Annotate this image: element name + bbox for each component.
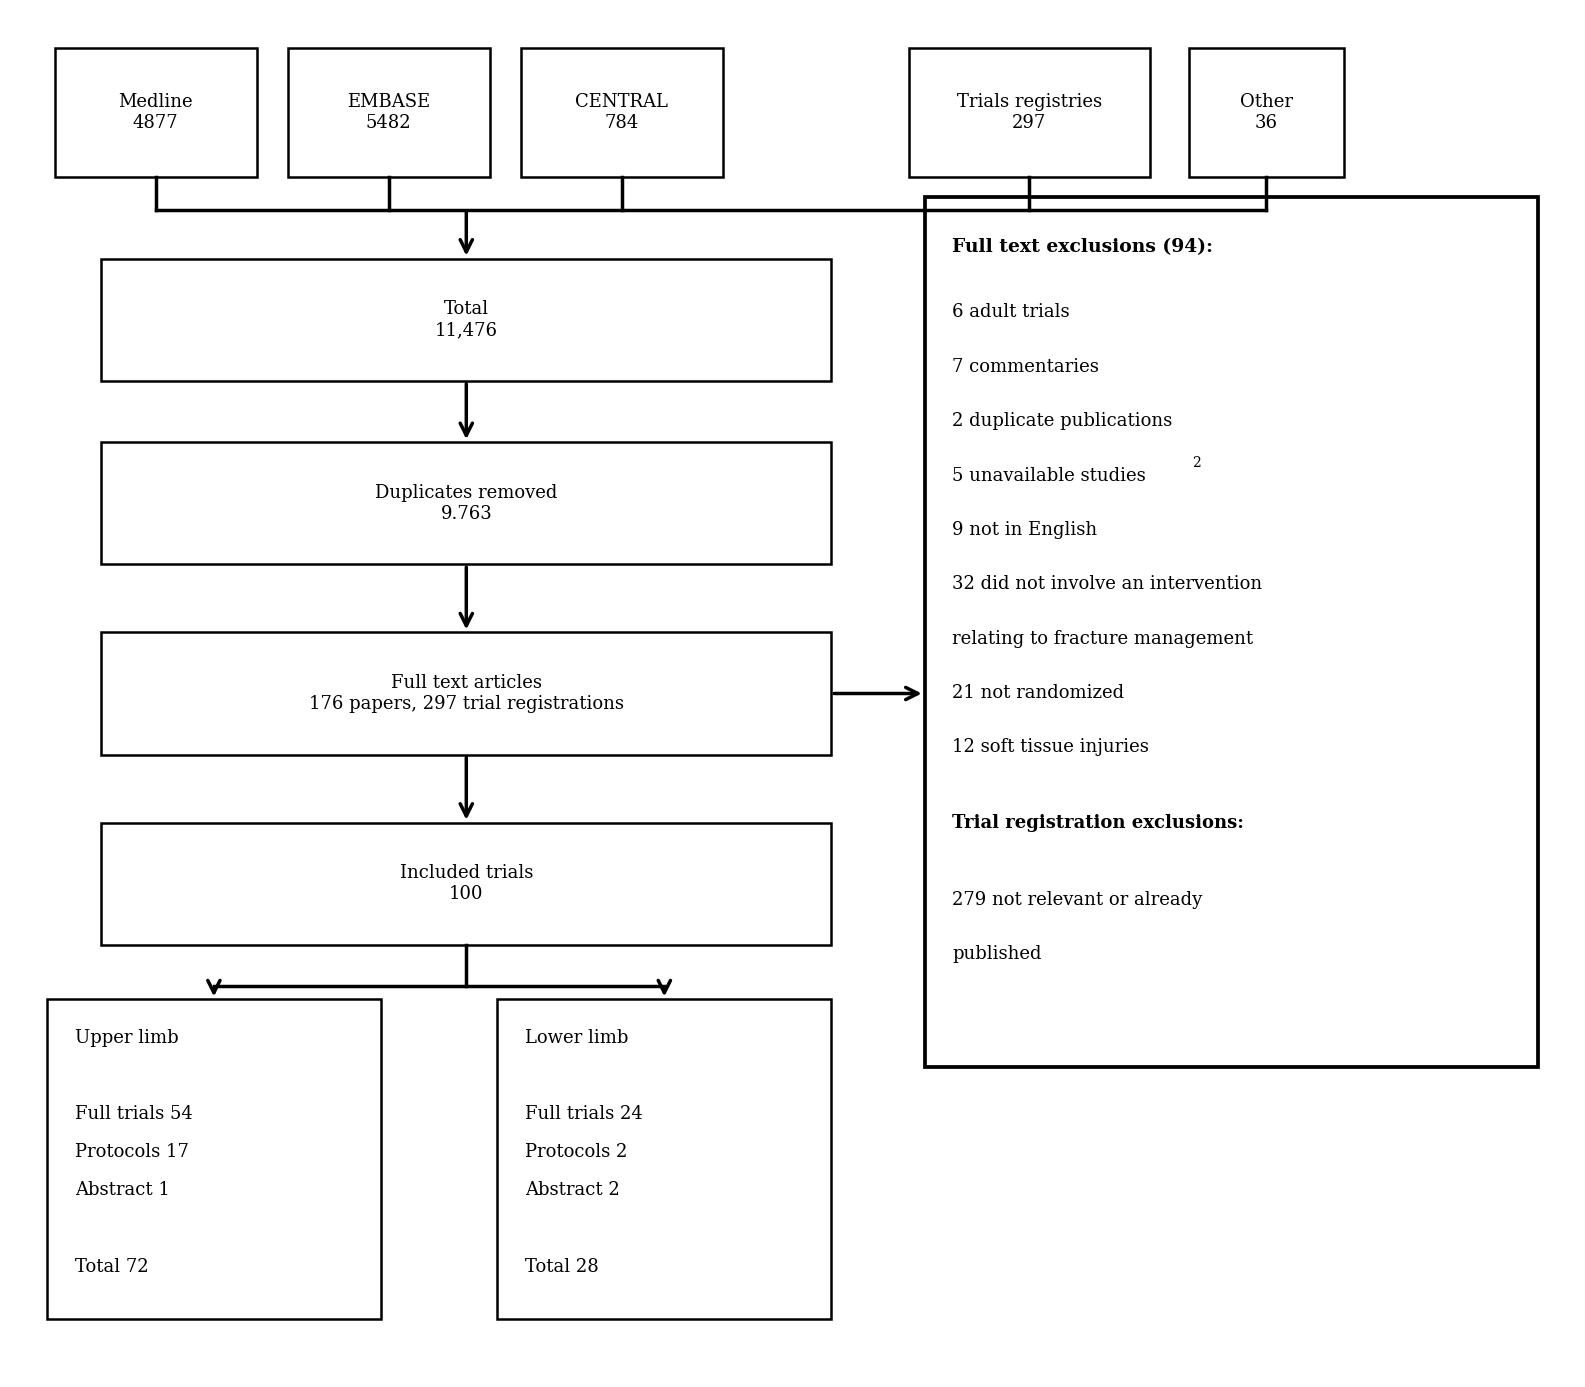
Bar [498, 1000, 832, 1319]
Text: CENTRAL
784: CENTRAL 784 [575, 93, 667, 132]
Bar [101, 258, 832, 381]
Text: 2 duplicate publications: 2 duplicate publications [953, 412, 1173, 430]
Text: 7 commentaries: 7 commentaries [953, 358, 1100, 376]
Text: 9 not in English: 9 not in English [953, 522, 1098, 540]
Bar [48, 1000, 380, 1319]
Bar [101, 632, 832, 755]
Text: Protocols 2: Protocols 2 [525, 1143, 628, 1161]
Text: Full trials 54: Full trials 54 [74, 1105, 193, 1123]
Text: Other
36: Other 36 [1239, 93, 1293, 132]
Bar [101, 822, 832, 945]
Text: relating to fracture management: relating to fracture management [953, 630, 1254, 648]
Text: Total 72: Total 72 [74, 1258, 149, 1276]
Text: Full text exclusions (94):: Full text exclusions (94): [953, 239, 1214, 257]
Text: Duplicates removed
9.763: Duplicates removed 9.763 [376, 484, 558, 523]
Text: Lower limb: Lower limb [525, 1029, 629, 1047]
Text: 279 not relevant or already: 279 not relevant or already [953, 890, 1203, 908]
Bar [1189, 49, 1344, 178]
Text: EMBASE
5482: EMBASE 5482 [347, 93, 430, 132]
Text: Abstract 2: Abstract 2 [525, 1182, 620, 1200]
Text: 12 soft tissue injuries: 12 soft tissue injuries [953, 738, 1149, 756]
Text: Medline
4877: Medline 4877 [119, 93, 193, 132]
Text: 2: 2 [1192, 456, 1201, 470]
Text: Full trials 24: Full trials 24 [525, 1105, 644, 1123]
Text: Included trials
100: Included trials 100 [399, 864, 533, 903]
Bar [924, 197, 1537, 1068]
Text: 32 did not involve an intervention: 32 did not involve an intervention [953, 576, 1263, 594]
Bar [521, 49, 723, 178]
Text: 5 unavailable studies: 5 unavailable studies [953, 466, 1146, 484]
Text: published: published [953, 945, 1041, 963]
Bar [55, 49, 257, 178]
Text: Trial registration exclusions:: Trial registration exclusions: [953, 814, 1244, 832]
Text: Protocols 17: Protocols 17 [74, 1143, 189, 1161]
Bar [288, 49, 490, 178]
Bar [101, 442, 832, 565]
Text: Full text articles
176 papers, 297 trial registrations: Full text articles 176 papers, 297 trial… [309, 674, 624, 713]
Text: Total
11,476: Total 11,476 [434, 301, 498, 338]
Text: Upper limb: Upper limb [74, 1029, 179, 1047]
Text: Trials registries
297: Trials registries 297 [957, 93, 1102, 132]
Text: 21 not randomized: 21 not randomized [953, 684, 1125, 702]
Text: 6 adult trials: 6 adult trials [953, 304, 1070, 322]
Text: Abstract 1: Abstract 1 [74, 1182, 170, 1200]
Text: Total 28: Total 28 [525, 1258, 599, 1276]
Bar [910, 49, 1149, 178]
